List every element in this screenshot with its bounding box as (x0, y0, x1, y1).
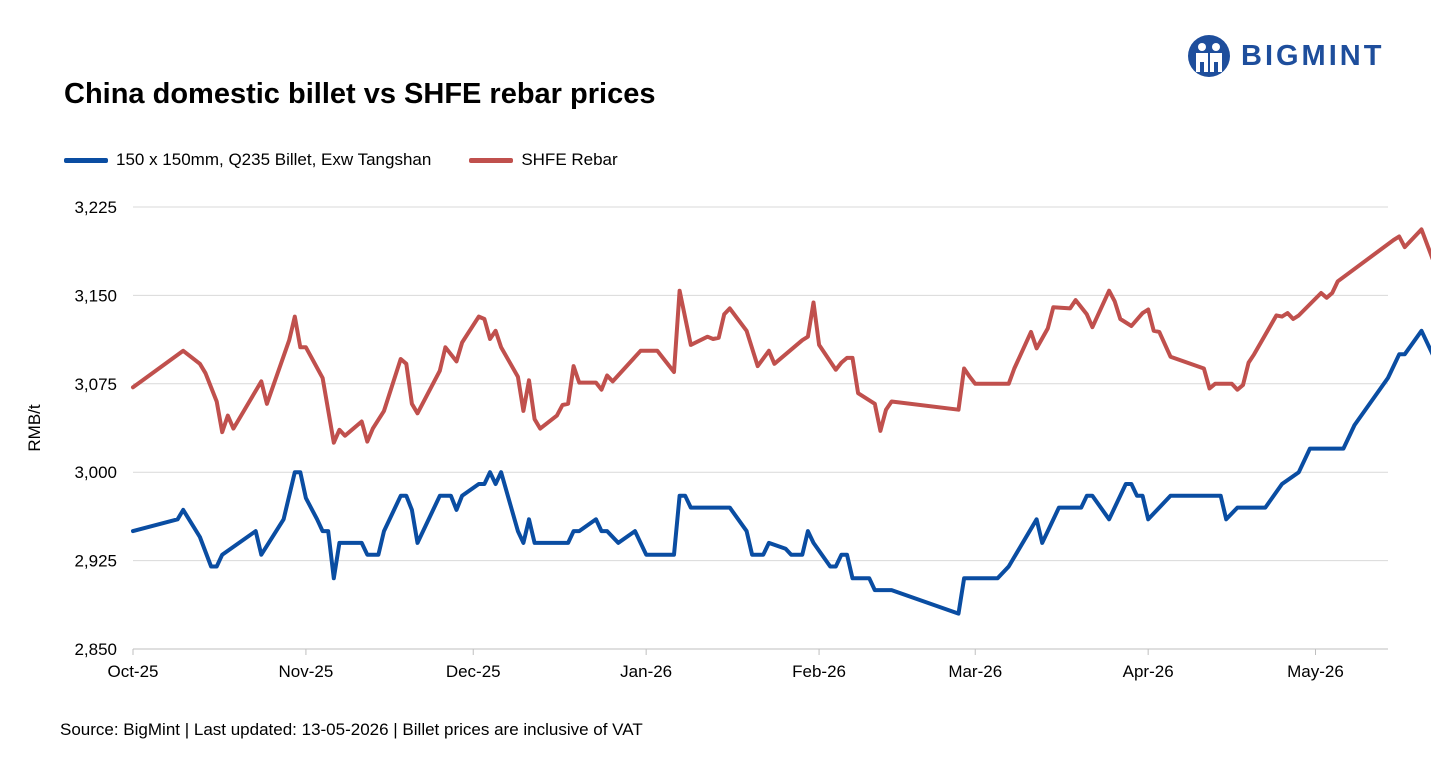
y-tick-label: 2,925 (74, 552, 117, 571)
gridlines (133, 206, 1388, 562)
legend-label-rebar: SHFE Rebar (521, 150, 618, 169)
chart-legend: 150 x 150mm, Q235 Billet, Exw Tangshan S… (64, 150, 656, 170)
series-line-billet (131, 328, 1431, 616)
y-tick-label: 3,075 (74, 375, 117, 394)
x-tick-label: Apr-26 (1123, 662, 1174, 681)
y-tick-label: 2,850 (74, 640, 117, 659)
chart-title: China domestic billet vs SHFE rebar pric… (64, 78, 656, 110)
x-tick-label: Nov-25 (279, 662, 334, 681)
legend-item-billet: 150 x 150mm, Q235 Billet, Exw Tangshan (64, 150, 431, 170)
x-tick-label: Dec-25 (446, 662, 501, 681)
y-tick-label: 3,150 (74, 286, 117, 305)
y-axis-ticks: 2,850 2,925 3,000 3,075 3,150 3,225 (74, 198, 117, 659)
legend-swatch-billet (64, 157, 108, 163)
x-tick-label: Feb-26 (792, 662, 846, 681)
bigmint-logo-icon (1188, 35, 1230, 77)
legend-label-billet: 150 x 150mm, Q235 Billet, Exw Tangshan (116, 150, 432, 169)
series-line-rebar (131, 227, 1431, 445)
y-tick-label: 3,000 (74, 463, 117, 482)
bigmint-logo: BIGMINT (1187, 34, 1384, 78)
x-tick-label: May-26 (1287, 662, 1344, 681)
legend-swatch-rebar (469, 157, 514, 163)
bigmint-logo-text: BIGMINT (1241, 39, 1385, 72)
legend-item-rebar: SHFE Rebar (469, 150, 618, 170)
series-lines (131, 227, 1431, 616)
y-tick-label: 3,225 (74, 198, 117, 217)
y-axis-label: RMB/t (25, 404, 44, 452)
source-note: Source: BigMint | Last updated: 13-05-20… (60, 720, 643, 739)
x-tick-label: Mar-26 (948, 662, 1002, 681)
x-tick-label: Oct-25 (107, 662, 158, 681)
x-tick-label: Jan-26 (620, 662, 672, 681)
x-axis-ticks: Oct-25 Nov-25 Dec-25 Jan-26 Feb-26 Mar-26 Apr-… (107, 649, 1344, 681)
